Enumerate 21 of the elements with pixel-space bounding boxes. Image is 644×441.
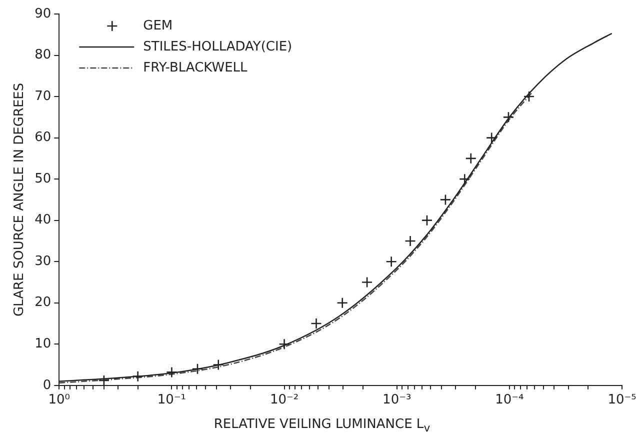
y-tick-label: 90 <box>34 6 52 22</box>
y-tick-label: 40 <box>34 212 52 228</box>
y-tick-label: 50 <box>34 171 52 186</box>
x-tick-label: 10⁻⁴ <box>495 392 524 408</box>
x-tick-label: 10⁻⁵ <box>608 392 636 408</box>
y-tick-label: 60 <box>34 130 52 146</box>
y-tick-label: 20 <box>34 295 52 310</box>
x-axis-title: RELATIVE VEILING LUMINANCE L$_{v}$ <box>212 417 432 435</box>
x-tick-label: 10⁻² <box>270 392 299 408</box>
y-tick-label: 80 <box>34 48 52 63</box>
x-tick-label: 10⁻³ <box>382 392 412 408</box>
y-tick-label: 30 <box>34 254 52 269</box>
legend-label: FRY-BLACKWELL <box>143 60 248 76</box>
y-axis-title: GLARE SOURCE ANGLE IN DEGREES <box>12 82 28 317</box>
y-tick-label: 10 <box>34 336 52 352</box>
y-tick-label: 0 <box>42 378 52 393</box>
legend-label: GEM <box>143 18 173 34</box>
y-tick-label: 70 <box>34 88 52 104</box>
x-tick-label: 10⁻¹ <box>157 392 186 408</box>
legend-label: STILES-HOLLADAY(CIE) <box>143 39 292 54</box>
x-tick-label: 10⁰ <box>48 392 70 408</box>
